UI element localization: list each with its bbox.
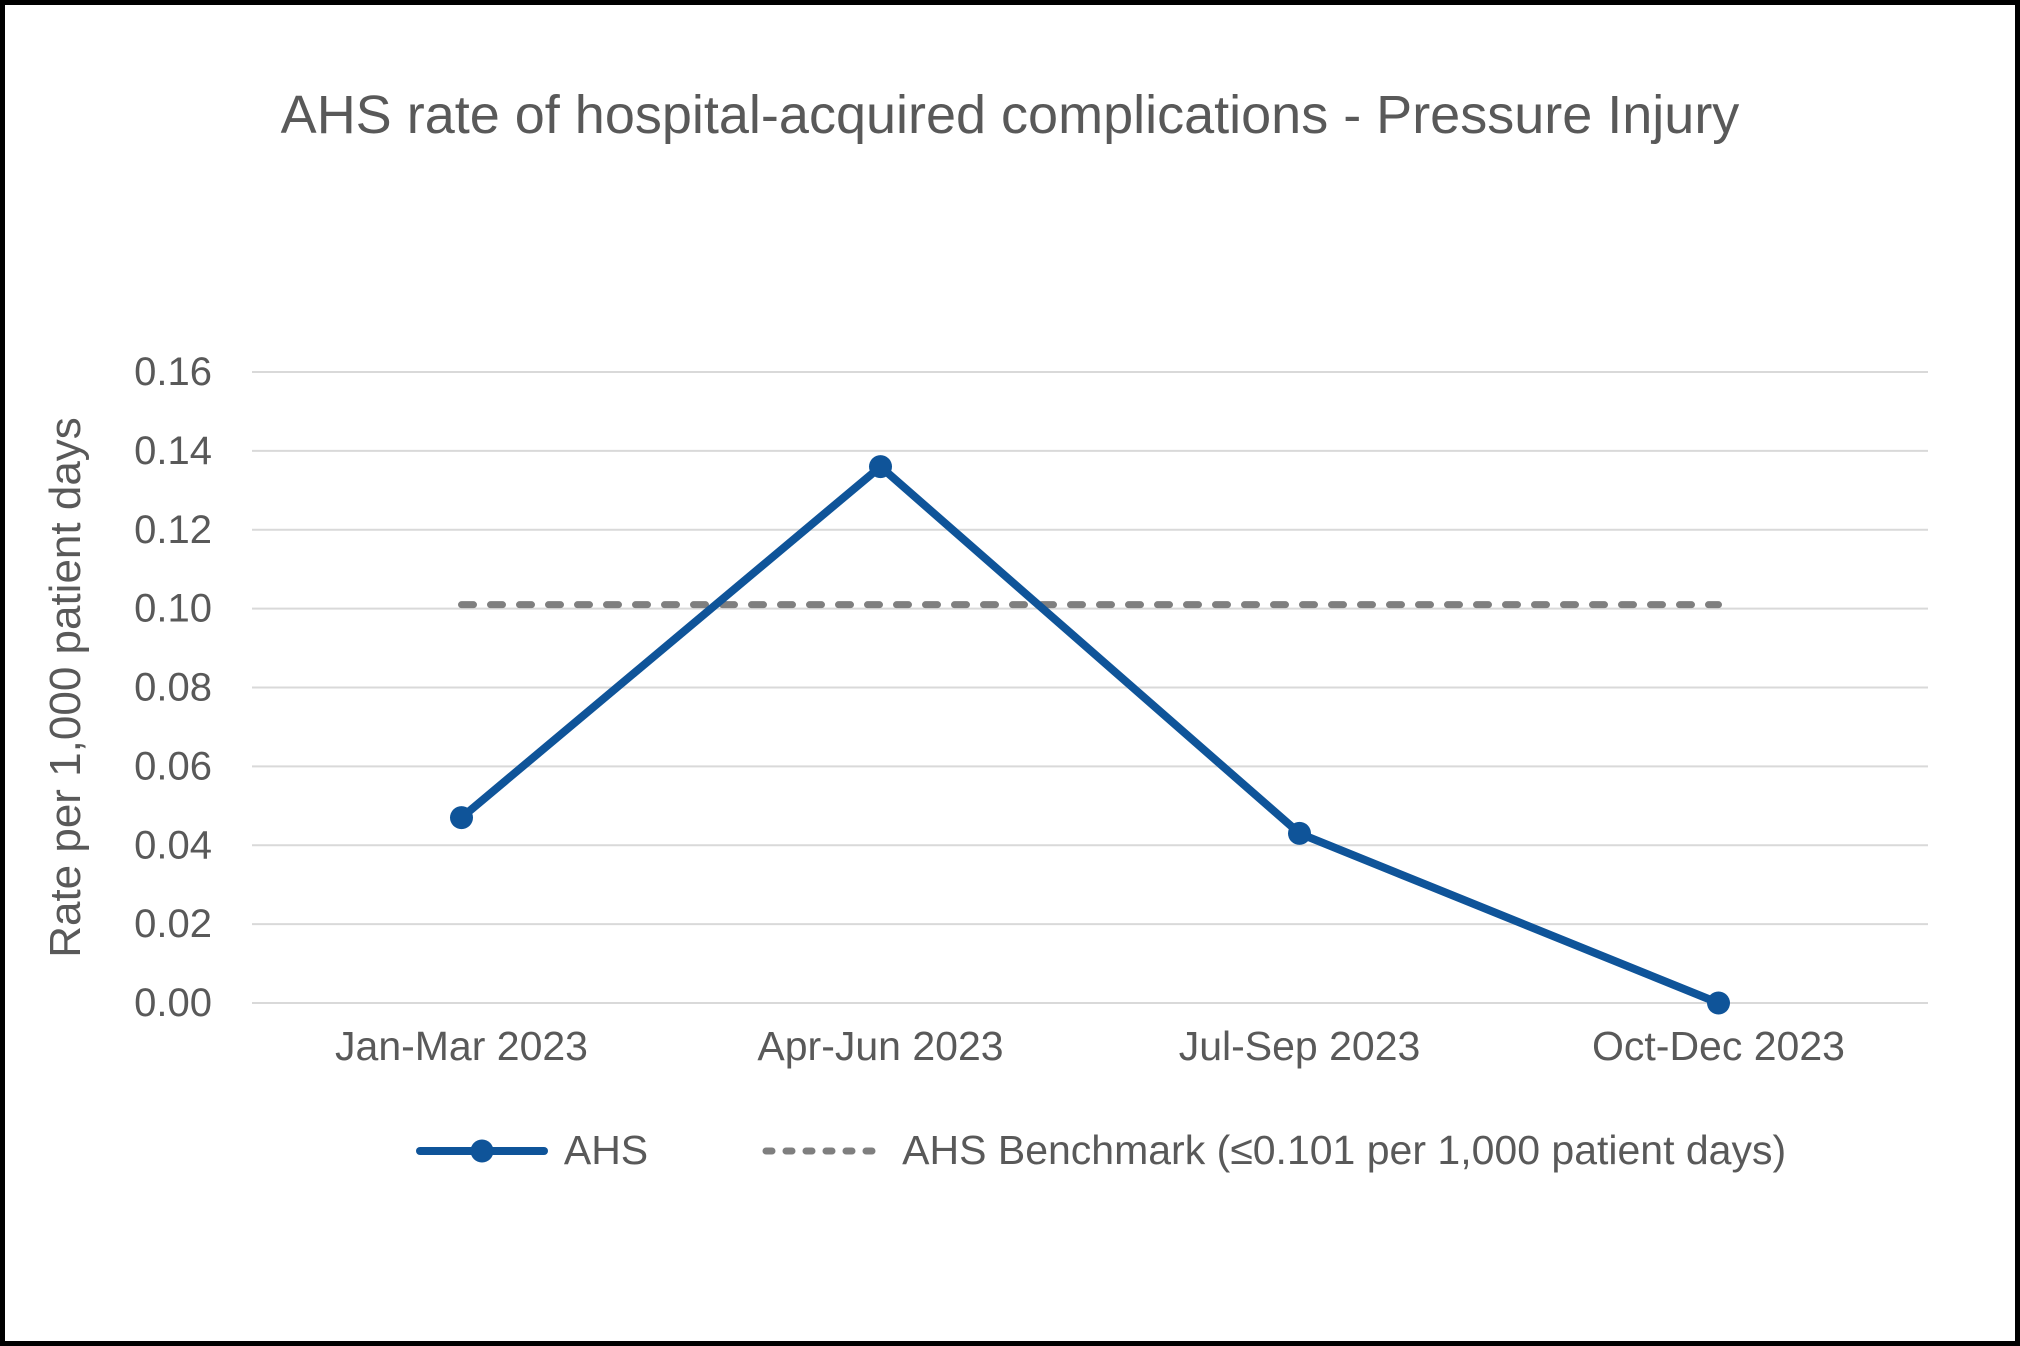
x-tick-label: Jul-Sep 2023 [1179,1023,1421,1069]
ahs-series-line [457,462,1723,1007]
ahs-data-point [450,806,473,830]
legend-item-benchmark: AHS Benchmark (≤0.101 per 1,000 patient … [758,1127,1786,1174]
chart-title: AHS rate of hospital-acquired complicati… [5,83,2015,148]
y-tick-label: 0.16 [134,350,212,394]
x-tick-label: Apr-Jun 2023 [757,1023,1003,1069]
legend: AHS AHS Benchmark (≤0.101 per 1,000 pati… [95,1127,2015,1174]
ahs-line-swatch-icon [415,1139,548,1162]
y-tick-label: 0.04 [134,823,212,867]
x-tick-label: Jan-Mar 2023 [335,1023,588,1069]
benchmark-dashed-swatch-icon [762,1147,884,1154]
y-tick-label: 0.10 [134,587,212,631]
legend-label-ahs: AHS [563,1127,649,1173]
x-tick-label: Oct-Dec 2023 [1592,1023,1845,1069]
y-tick-label: 0.06 [134,744,212,788]
legend-label-benchmark: AHS Benchmark (≤0.101 per 1,000 patient … [902,1127,1787,1173]
y-tick-label: 0.14 [134,429,212,473]
chart-title-text: AHS rate of hospital-acquired complicati… [280,85,1740,145]
y-tick-label: 0.02 [134,902,212,946]
ahs-data-point [1288,821,1311,845]
y-tick-label: 0.00 [134,981,212,1025]
ahs-data-point [869,455,892,479]
ahs-data-point [1707,991,1730,1015]
y-tick-label: 0.08 [134,666,212,710]
y-tick-label: 0.12 [134,508,212,552]
y-axis-title: Rate per 1,000 patient days [41,417,90,958]
plot-area: 0.00 0.02 0.04 0.06 0.08 0.10 0.12 0.14 0.16 Jan-… [41,350,1928,1069]
legend-item-ahs: AHS [414,1127,648,1174]
